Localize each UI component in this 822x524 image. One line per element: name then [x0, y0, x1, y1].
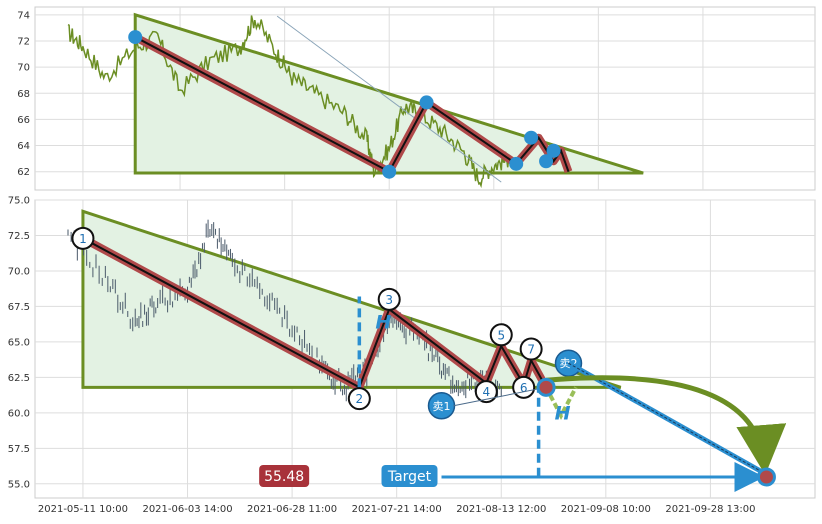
wave-point-circle — [377, 287, 401, 311]
bottom-panel: 75.0 72.5 70.0 67.5 65.0 62.5 60.0 57.5 55.0 202… — [8, 196, 816, 515]
top-y-tick-label: 66 — [17, 115, 30, 126]
bottom-x-tick-label: 2021-07-21 14:00 — [352, 504, 442, 515]
target-price-value: 55.48 — [264, 469, 304, 485]
bottom-y-tick-label: 72.5 — [8, 231, 30, 242]
top-pivot-marker — [128, 30, 143, 45]
bottom-x-tick-label: 2021-09-28 13:00 — [665, 504, 755, 515]
top-pivot-marker — [539, 154, 554, 169]
wave-point-label: 2 — [356, 392, 364, 406]
top-channel-line — [276, 15, 502, 183]
breakout-marker — [536, 377, 556, 397]
top-pivot-marker — [524, 130, 539, 145]
top-y-tick-label: 74 — [17, 10, 30, 21]
height-lines: HH — [357, 296, 571, 477]
wave-point-label: 4 — [482, 385, 490, 399]
projection-curve-arrow — [545, 375, 787, 475]
wave-point-label: 1 — [79, 232, 87, 246]
top-pivot-marker — [546, 143, 561, 158]
target-price-box — [259, 464, 310, 487]
target-arrow: 55.48 Target — [259, 361, 787, 492]
top-y-axis: 74 72 70 68 66 64 62 — [17, 10, 30, 178]
bottom-zigzag-core — [82, 237, 547, 389]
top-y-tick-label: 72 — [17, 36, 30, 47]
top-y-tick-label: 62 — [17, 167, 30, 178]
bottom-y-tick-label: 57.5 — [8, 444, 30, 455]
bottom-x-axis: 2021-05-11 10:00 2021-06-03 14:00 2021-06-… — [38, 504, 756, 515]
target-label: Target — [387, 469, 432, 485]
bottom-y-tick-label: 60.0 — [8, 408, 30, 419]
height-label: H — [555, 402, 571, 424]
bottom-x-tick-label: 2021-05-11 10:00 — [38, 504, 128, 515]
wave-point-circle — [71, 226, 95, 250]
top-y-tick-label: 68 — [17, 89, 30, 100]
sell1-connector — [453, 386, 547, 407]
sell2-target-line-core — [568, 362, 761, 472]
top-panel: 74 72 70 68 66 64 62 — [17, 6, 816, 191]
bottom-x-tick-label: 2021-09-08 10:00 — [561, 504, 651, 515]
wave-point-circle — [489, 323, 513, 347]
wave-point-label: 5 — [497, 328, 505, 342]
target-label-box — [381, 464, 438, 487]
top-pivot-marker — [419, 95, 434, 110]
top-pivot-markers — [128, 30, 561, 179]
bottom-y-axis: 75.0 72.5 70.0 67.5 65.0 62.5 60.0 57.5 55.0 — [8, 196, 30, 491]
bottom-x-tick-label: 2021-08-13 12:00 — [456, 504, 546, 515]
top-y-tick-label: 70 — [17, 63, 30, 74]
wave-point-label: 7 — [527, 343, 535, 357]
wave-point-label: 3 — [385, 293, 393, 307]
top-pivot-marker — [509, 156, 524, 171]
bottom-y-tick-label: 65.0 — [8, 337, 30, 348]
wave-point-circle — [519, 337, 543, 361]
bottom-x-tick-label: 2021-06-28 11:00 — [247, 504, 337, 515]
wave-point-circle — [474, 380, 498, 404]
sell-signal-label: 卖1 — [433, 400, 451, 413]
bottom-x-tick-label: 2021-06-03 14:00 — [142, 504, 232, 515]
projection-path — [544, 386, 578, 420]
wave-point-label: 6 — [520, 381, 528, 395]
target-end-marker — [756, 467, 776, 487]
bottom-y-tick-label: 62.5 — [8, 373, 30, 384]
bottom-y-tick-label: 55.0 — [8, 479, 30, 490]
top-y-tick-label: 64 — [17, 141, 30, 152]
wave-point-circle — [347, 387, 371, 411]
top-price-line — [67, 15, 510, 189]
bottom-y-tick-label: 70.0 — [8, 266, 30, 277]
top-pivot-marker — [382, 164, 397, 179]
bottom-y-tick-label: 75.0 — [8, 196, 30, 207]
bottom-y-tick-label: 67.5 — [8, 302, 30, 313]
height-label: H — [375, 311, 391, 333]
